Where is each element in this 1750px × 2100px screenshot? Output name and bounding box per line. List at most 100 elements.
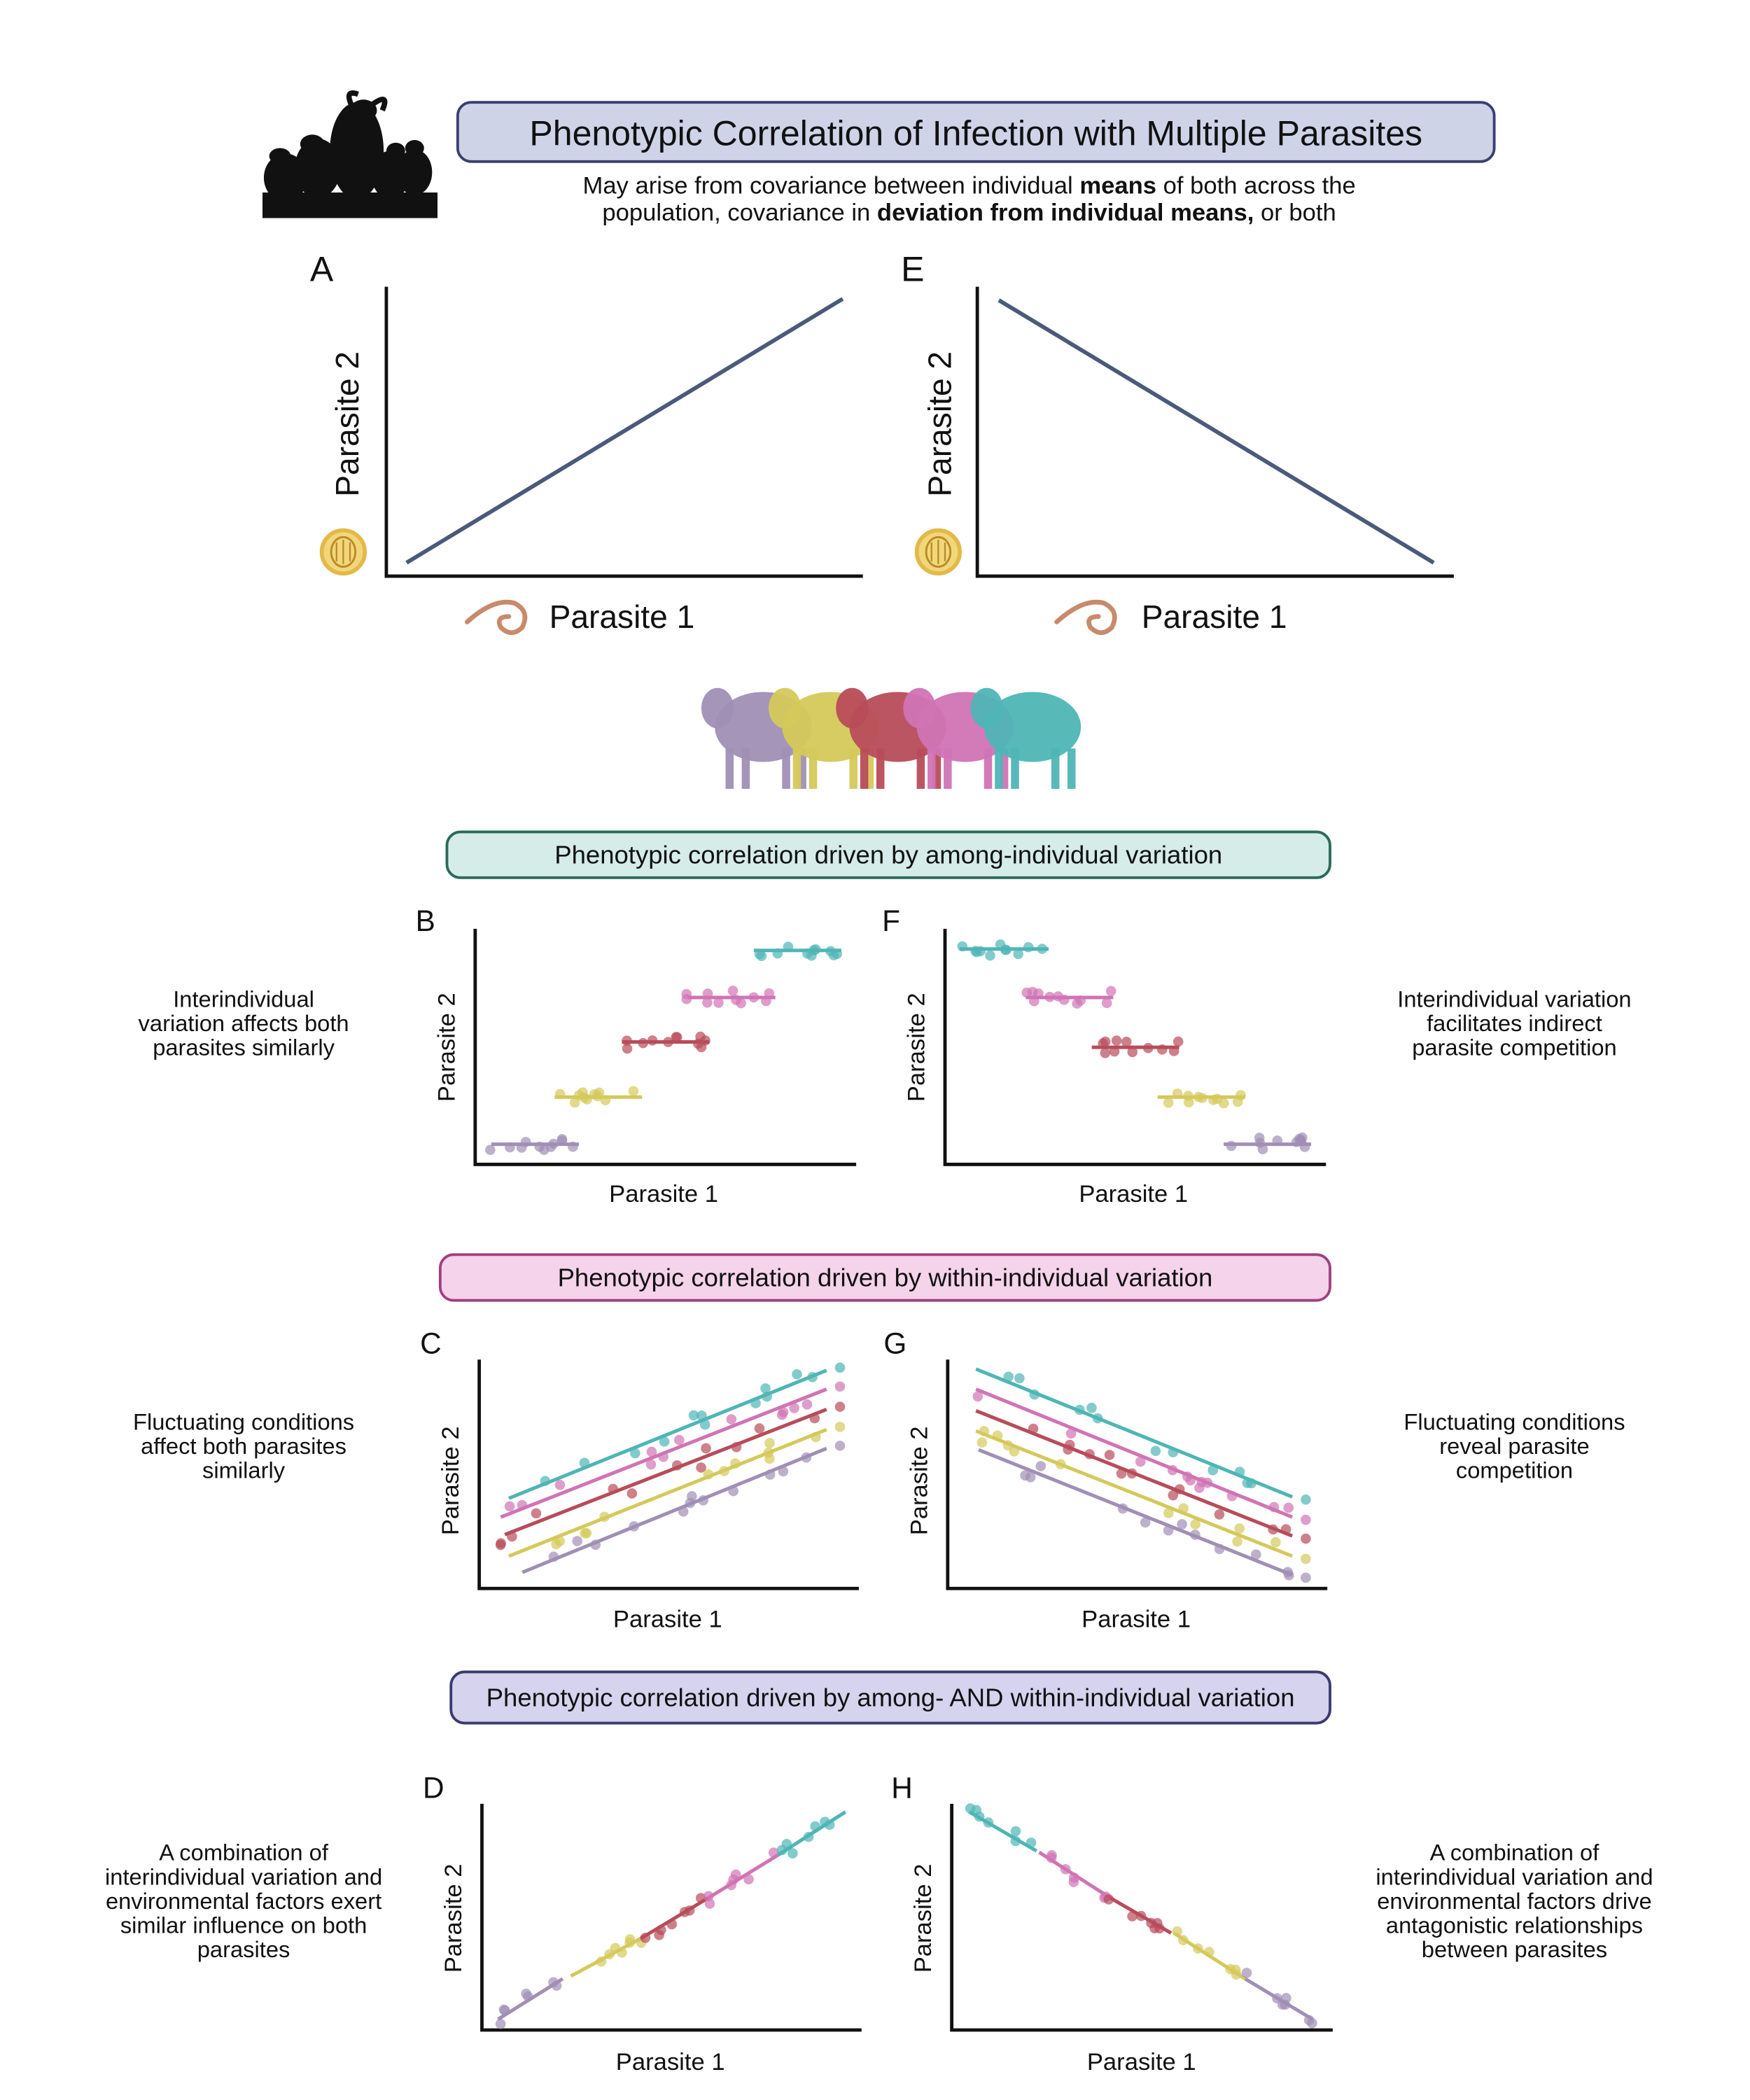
scatter-dot bbox=[1140, 1517, 1151, 1528]
fit-line bbox=[507, 1427, 827, 1558]
sheep-leg bbox=[849, 748, 858, 789]
fit-line bbox=[500, 1387, 827, 1519]
sheep-leg bbox=[1051, 748, 1060, 789]
fit-line bbox=[1038, 1851, 1112, 1900]
y-axis-label: Parasite 2 bbox=[440, 1863, 467, 1973]
scatter-dot bbox=[743, 1874, 754, 1885]
y-axis-label: Parasite 2 bbox=[438, 1426, 464, 1535]
scatter-dot bbox=[1254, 1133, 1265, 1143]
scatter-dot bbox=[1105, 986, 1116, 997]
scatter-dot bbox=[1219, 1098, 1229, 1109]
axes bbox=[943, 928, 1326, 1166]
scatter-dot bbox=[1301, 1494, 1311, 1505]
left-note: parasites similarly bbox=[153, 1035, 335, 1060]
axes bbox=[975, 286, 1454, 578]
sheep-leg bbox=[1011, 748, 1019, 789]
fit-line bbox=[1110, 1896, 1172, 1935]
x-axis-label: Parasite 1 bbox=[1082, 1606, 1191, 1632]
fit-line bbox=[570, 1937, 642, 1978]
y-axis-label: Parasite 2 bbox=[433, 993, 460, 1102]
axes bbox=[950, 1803, 1333, 2032]
scatter-dot bbox=[1163, 1508, 1174, 1518]
fit-line bbox=[777, 1810, 847, 1857]
fit-line bbox=[975, 1387, 1294, 1519]
x-axis-label: Parasite 1 bbox=[1142, 598, 1287, 635]
scatter-dot bbox=[1127, 1046, 1138, 1058]
panel-letter: A bbox=[310, 250, 334, 289]
title-box bbox=[456, 101, 1496, 163]
section-heading: Phenotypic correlation driven by within-… bbox=[558, 1264, 1213, 1292]
worm-icon bbox=[1054, 599, 1117, 636]
sheep-leg bbox=[1068, 748, 1076, 789]
scatter-dot bbox=[834, 1422, 846, 1432]
worm-icon bbox=[464, 599, 528, 636]
scatter-dot bbox=[1270, 1536, 1281, 1548]
left-note: variation affects both bbox=[139, 1010, 349, 1036]
subtitle-bold: deviation from individual means, bbox=[877, 200, 1254, 226]
fit-line bbox=[975, 1367, 1294, 1499]
sheep-leg bbox=[995, 748, 1003, 789]
scatter-dot bbox=[628, 1086, 639, 1097]
scatter-dot bbox=[1301, 1514, 1311, 1525]
scatter-dot bbox=[1100, 1036, 1111, 1047]
scatter-dot bbox=[687, 1491, 697, 1502]
scatter-dot bbox=[673, 1434, 685, 1446]
fit-line bbox=[975, 1409, 1294, 1538]
sheep-leg bbox=[876, 748, 885, 789]
fit-line bbox=[968, 1810, 1038, 1853]
sheep-silhouette bbox=[970, 687, 1082, 789]
y-axis-label: Parasite 2 bbox=[329, 351, 365, 497]
scatter-dot bbox=[1104, 1450, 1115, 1460]
sheep-leg bbox=[792, 748, 802, 789]
fit-line bbox=[978, 1448, 1294, 1577]
sheep-body bbox=[983, 692, 1082, 762]
scatter-dot bbox=[701, 1443, 711, 1454]
scatter-dot bbox=[1010, 1826, 1021, 1837]
sheep-head bbox=[970, 687, 1003, 729]
scatter-dot bbox=[764, 1438, 775, 1448]
panel-letter: G bbox=[883, 1327, 906, 1360]
scatter-dot bbox=[594, 1087, 605, 1098]
scatter-dot bbox=[495, 2019, 506, 2029]
scatter-dot bbox=[569, 1097, 580, 1108]
scatter-dot bbox=[788, 1848, 798, 1858]
scatter-dot bbox=[1283, 1502, 1294, 1513]
scatter-dot bbox=[1168, 1490, 1179, 1501]
left-note: similarly bbox=[202, 1457, 286, 1483]
trend-line bbox=[997, 298, 1435, 565]
sheep-leg bbox=[782, 748, 790, 789]
scatter-dot bbox=[531, 1508, 542, 1519]
left-note: A combination of bbox=[159, 1840, 329, 1865]
left-note: interindividual variation and bbox=[105, 1863, 382, 1889]
scatter-dot bbox=[1101, 997, 1112, 1009]
right-note: A combination of bbox=[1430, 1840, 1600, 1865]
right-note: parasite competition bbox=[1412, 1035, 1617, 1060]
scatter-dot bbox=[726, 1414, 737, 1424]
sheep-head bbox=[701, 687, 734, 729]
scatter-dot bbox=[696, 1462, 706, 1473]
scatter-dot bbox=[1035, 1461, 1046, 1471]
x-axis-label: Parasite 1 bbox=[609, 1181, 718, 1208]
scatter-dot bbox=[521, 1988, 531, 1999]
egg-icon-inner bbox=[330, 536, 357, 568]
scatter-dot bbox=[1065, 1428, 1077, 1439]
axes bbox=[473, 928, 857, 1166]
right-note: antagonistic relationships bbox=[1386, 1912, 1643, 1938]
scatter-dot bbox=[551, 1539, 561, 1550]
panel-letter: H bbox=[891, 1771, 913, 1804]
scatter-dot bbox=[972, 1391, 983, 1402]
sheep-head bbox=[903, 687, 936, 729]
x-axis-label: Parasite 1 bbox=[550, 598, 695, 635]
scatter-dot bbox=[834, 1381, 846, 1392]
subtitle-text: of both across the bbox=[1156, 172, 1356, 199]
scatter-dot bbox=[1135, 1456, 1146, 1467]
scatter-dot bbox=[554, 1480, 566, 1490]
subtitle-line: population, covariance in deviation from… bbox=[602, 200, 1336, 226]
scatter-dot bbox=[754, 1423, 765, 1434]
scatter-dot bbox=[1150, 1446, 1161, 1457]
axes bbox=[477, 1359, 859, 1590]
x-axis-label: Parasite 1 bbox=[616, 2049, 725, 2076]
sheep-head bbox=[769, 687, 802, 729]
scatter-dot bbox=[1234, 1523, 1245, 1534]
right-note: reveal parasite bbox=[1439, 1433, 1589, 1459]
